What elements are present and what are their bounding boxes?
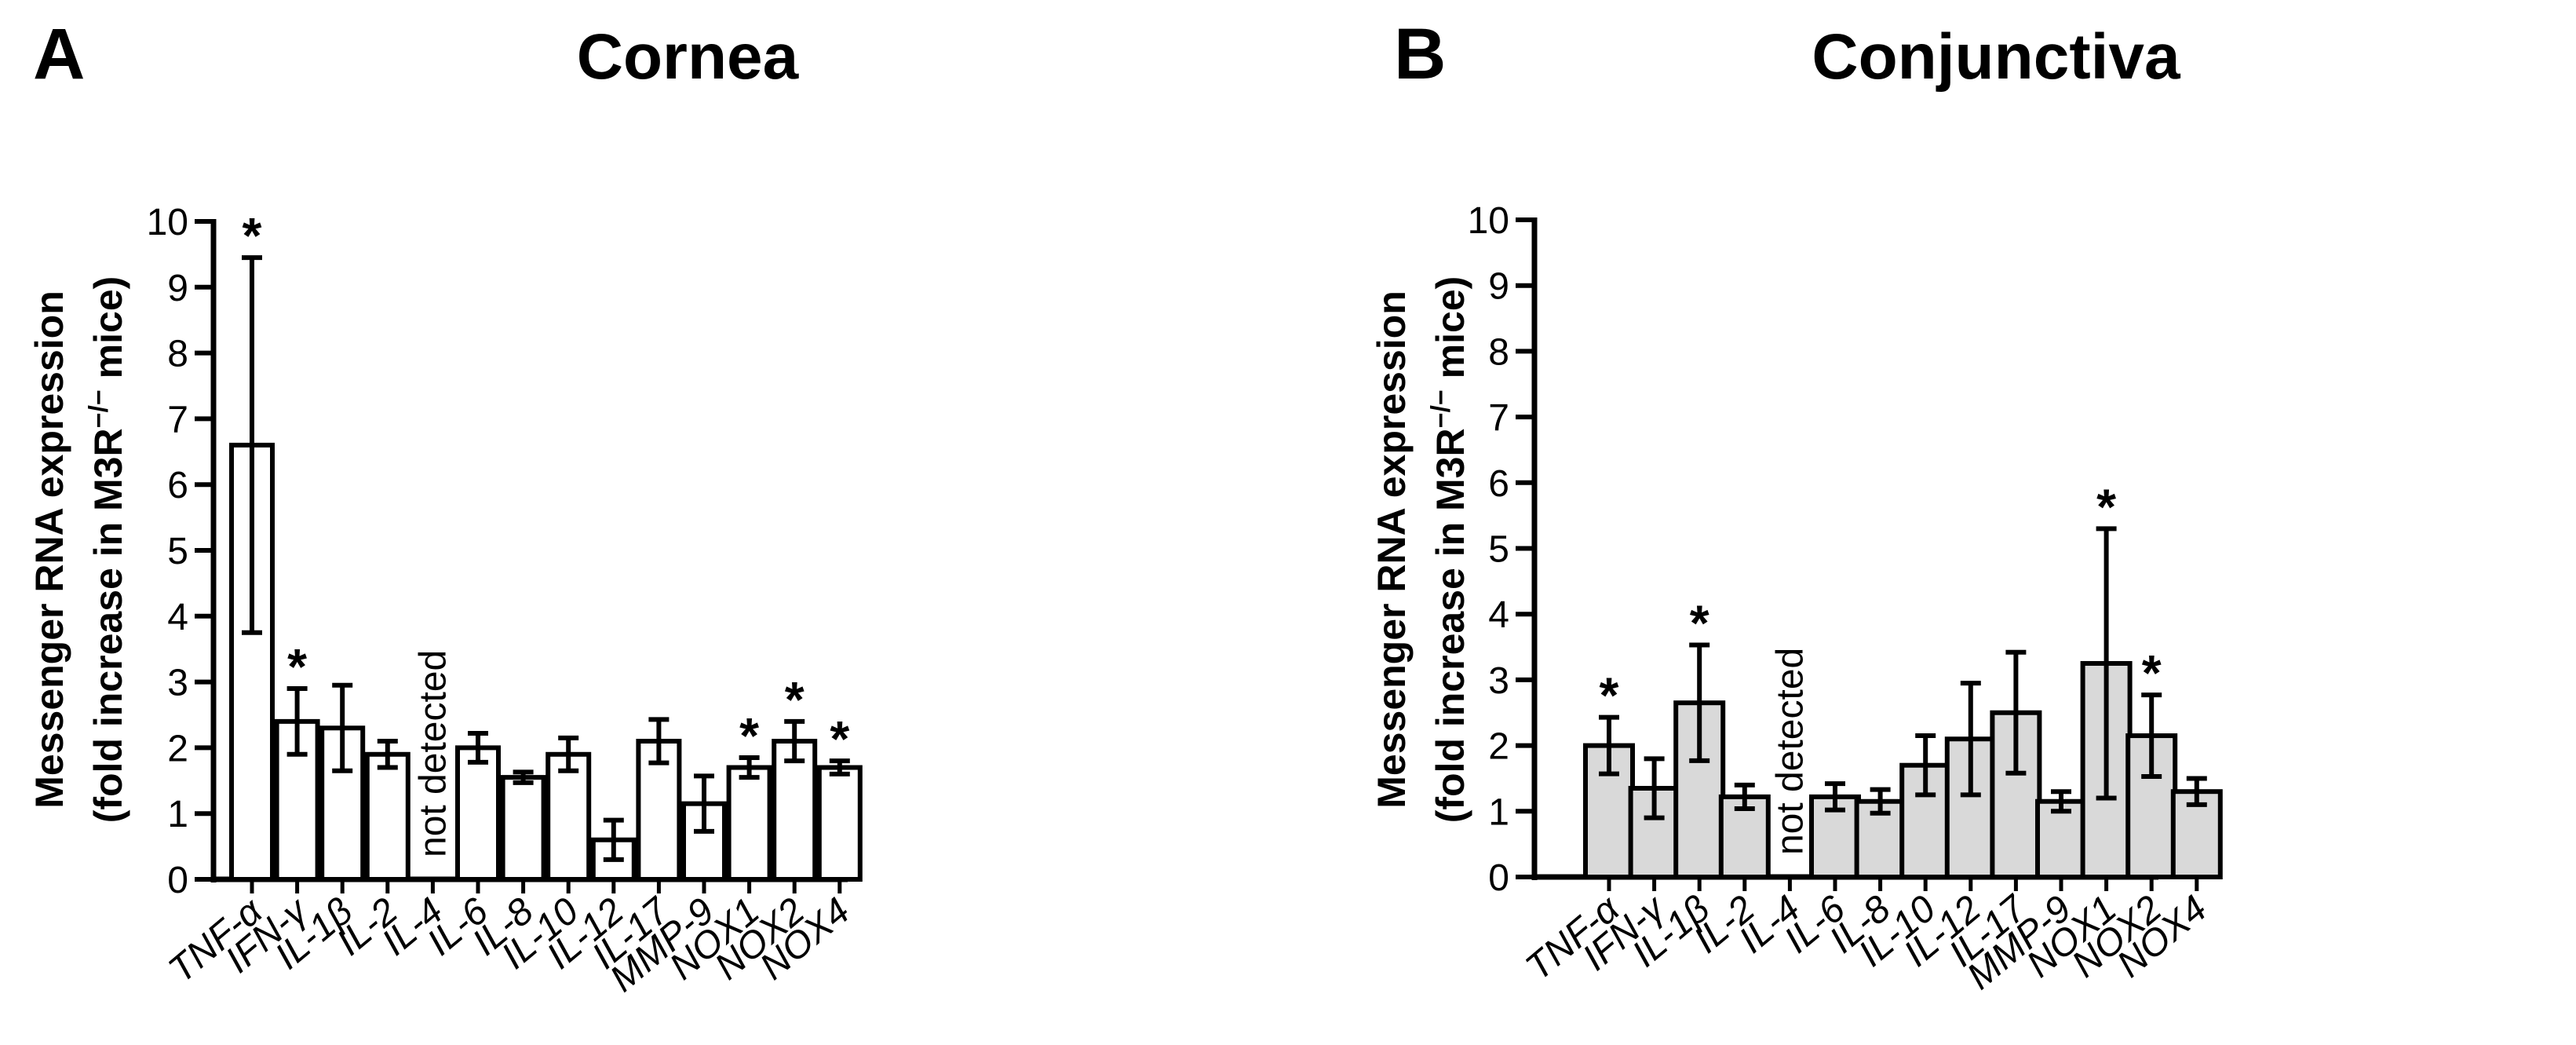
- y-tick-label-a-2: 2: [167, 728, 188, 769]
- annotation-not-detected-a: not detected: [412, 650, 454, 857]
- y-tick-label-b-4: 4: [1488, 594, 1509, 636]
- y-tick-label-b-0: 0: [1488, 857, 1509, 899]
- y-tick-label-b-7: 7: [1488, 397, 1509, 439]
- y-tick-label-a-6: 6: [167, 465, 188, 506]
- annotation-not-detected-b: not detected: [1769, 648, 1811, 855]
- y-tick-label-b-10: 10: [1468, 200, 1509, 242]
- panel-b-title: Conjunctiva: [1812, 21, 2181, 93]
- y-tick-label-a-7: 7: [167, 399, 188, 440]
- significance-star-a-13: *: [830, 711, 849, 767]
- y-tick-label-b-5: 5: [1488, 529, 1509, 571]
- panel-a-letter: A: [33, 14, 85, 94]
- panel-a-ylabel-line1: Messenger RNA expression: [27, 290, 71, 809]
- y-tick-label-a-3: 3: [167, 663, 188, 704]
- y-tick-label-a-10: 10: [147, 202, 188, 243]
- panel-b-ylabel-line2: (fold increase in M3R−/− mice): [1426, 276, 1472, 824]
- bar-a-6: [500, 775, 546, 882]
- bar-a-11: [726, 765, 772, 882]
- significance-star-b-0: *: [1600, 667, 1619, 724]
- panel-b-letter: B: [1394, 14, 1446, 94]
- y-tick-label-a-9: 9: [167, 268, 188, 309]
- bar-a-10: [681, 801, 727, 882]
- y-tick-label-a-8: 8: [167, 334, 188, 375]
- panel-b-plot: 012345678910TNF-α*IFN-γIL-1β*IL-2IL-4IL-…: [1468, 200, 2223, 998]
- significance-star-a-1: *: [287, 638, 307, 695]
- bar-a-5: [455, 745, 501, 882]
- bar-a-12: [772, 739, 818, 882]
- bar-a-9: [636, 739, 682, 882]
- panel-a-plot: 012345678910TNF-α*IFN-γ*IL-1βIL-2IL-4IL-…: [147, 202, 863, 1000]
- significance-star-a-12: *: [785, 671, 805, 728]
- y-tick-label-b-6: 6: [1488, 463, 1509, 505]
- y-tick-label-b-2: 2: [1488, 726, 1509, 768]
- bar-a-7: [545, 751, 592, 882]
- panel-a-ylabel-line2: (fold increase in M3R−/− mice): [84, 276, 130, 824]
- significance-star-b-2: *: [1690, 595, 1709, 652]
- y-tick-label-b-8: 8: [1488, 331, 1509, 373]
- y-tick-label-a-1: 1: [167, 794, 188, 835]
- significance-star-a-0: *: [243, 207, 262, 264]
- y-tick-label-b-9: 9: [1488, 266, 1509, 308]
- panel-a-title: Cornea: [577, 21, 800, 93]
- bar-a-13: [816, 765, 863, 882]
- bar-a-3: [364, 751, 410, 882]
- y-tick-label-a-4: 4: [167, 597, 188, 638]
- significance-star-a-11: *: [739, 707, 759, 764]
- panel-b-ylabel-line1: Messenger RNA expression: [1370, 290, 1414, 809]
- significance-star-b-11: *: [2096, 478, 2116, 535]
- y-tick-label-b-3: 3: [1488, 660, 1509, 702]
- y-tick-label-a-0: 0: [167, 860, 188, 901]
- significance-star-b-12: *: [2142, 645, 2162, 701]
- y-tick-label-a-5: 5: [167, 531, 188, 572]
- y-tick-label-b-1: 1: [1488, 791, 1509, 833]
